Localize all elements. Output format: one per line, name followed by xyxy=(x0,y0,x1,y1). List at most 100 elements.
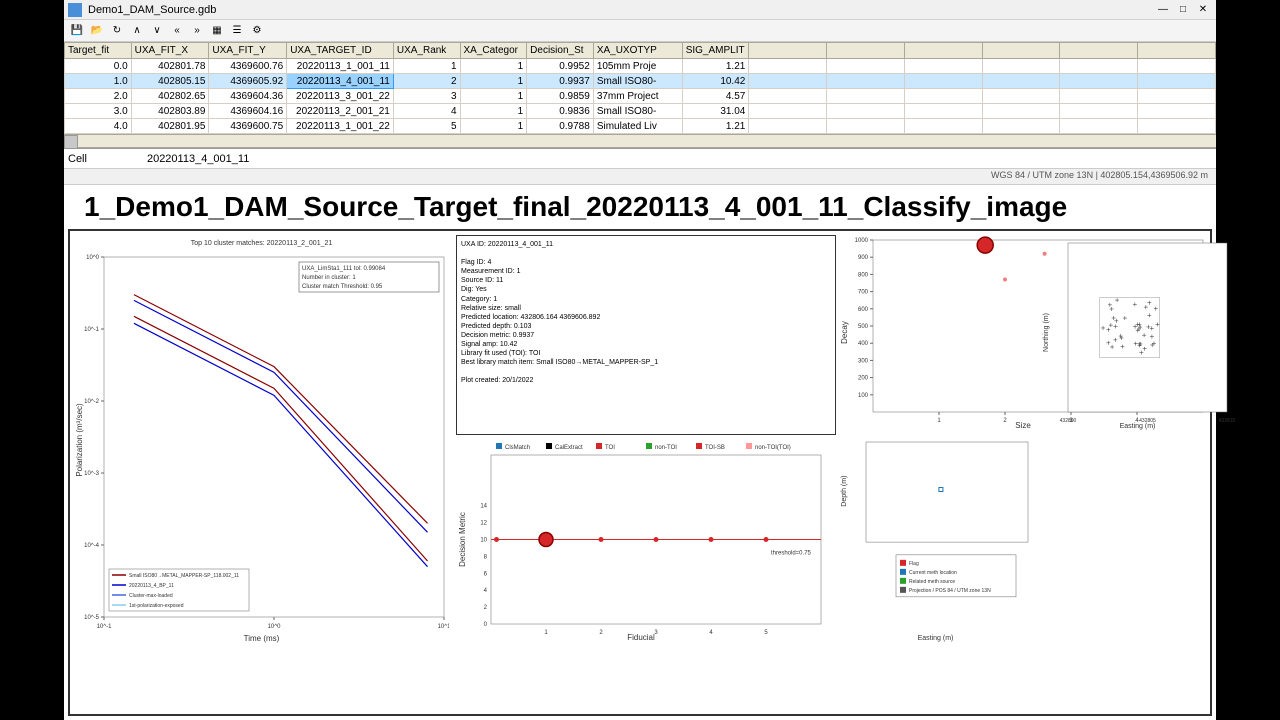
tb-down-icon[interactable]: ∨ xyxy=(148,22,166,40)
svg-text:5: 5 xyxy=(764,630,768,636)
svg-text:2: 2 xyxy=(599,630,603,636)
table-row[interactable]: 0.0402801.784369600.7620220113_1_001_111… xyxy=(65,59,1216,74)
svg-text:non-TOI(TOI): non-TOI(TOI) xyxy=(755,445,791,451)
col-header[interactable]: Target_fit xyxy=(65,43,132,59)
svg-text:432810: 432810 xyxy=(1219,418,1235,424)
depth-chart: FlagCurrent meth locationRelated meth so… xyxy=(838,437,1038,647)
col-header[interactable]: UXA_FIT_X xyxy=(131,43,209,59)
svg-text:Small ISO80→METAL_MAPPER-SP_11: Small ISO80→METAL_MAPPER-SP_118.002_11 xyxy=(129,573,239,579)
data-table[interactable]: Target_fitUXA_FIT_XUXA_FIT_YUXA_TARGET_I… xyxy=(64,42,1216,134)
cell-value: 20220113_4_001_11 xyxy=(147,153,249,165)
coord-status: WGS 84 / UTM zone 13N | 402805.154,43695… xyxy=(991,170,1208,180)
svg-text:4: 4 xyxy=(484,588,488,594)
svg-text:Related meth source: Related meth source xyxy=(909,579,955,585)
metric-chart: ClsMatchCalExtractTOInon-TOITOI-SBnon-TO… xyxy=(456,437,836,647)
col-header[interactable]: UXA_Rank xyxy=(393,43,460,59)
svg-text:Top 10 cluster matches: 20220: Top 10 cluster matches: 20220113_2_001_2… xyxy=(191,240,333,247)
tb-grid-icon[interactable]: ▦ xyxy=(208,22,226,40)
cell-label: Cell xyxy=(68,153,87,165)
svg-text:Number in cluster: 1: Number in cluster: 1 xyxy=(302,275,356,281)
window-title: Demo1_DAM_Source.gdb xyxy=(88,4,1154,16)
svg-text:Fiducial: Fiducial xyxy=(627,633,655,642)
app-icon xyxy=(68,3,82,17)
svg-text:14: 14 xyxy=(480,504,487,510)
col-header[interactable]: UXA_TARGET_ID xyxy=(287,43,394,59)
tb-list-icon[interactable]: ☰ xyxy=(228,22,246,40)
data-table-area: Target_fitUXA_FIT_XUXA_FIT_YUXA_TARGET_I… xyxy=(64,42,1216,149)
toolbar: 💾 📂 ↻ ∧ ∨ « » ▦ ☰ ⚙ xyxy=(64,20,1216,42)
svg-text:1000: 1000 xyxy=(855,238,869,244)
cell-bar: Cell 20220113_4_001_11 xyxy=(64,149,1216,169)
svg-text:UXA_LimSta1_111 tol: 0.99084: UXA_LimSta1_111 tol: 0.99084 xyxy=(302,266,386,272)
titlebar: Demo1_DAM_Source.gdb — □ ✕ xyxy=(64,0,1216,20)
svg-text:Projection / POS 84 / UTM zone: Projection / POS 84 / UTM zone 13N xyxy=(909,588,991,594)
info-panel: UXA ID: 20220113_4_001_11 Flag ID: 4Meas… xyxy=(456,235,836,435)
svg-text:432800: 432800 xyxy=(1060,418,1077,424)
decay-chart: 10020030040050060070080090010001234SizeD… xyxy=(838,235,1038,435)
h-scrollbar[interactable] xyxy=(64,134,1216,148)
svg-text:10^-3: 10^-3 xyxy=(84,471,99,477)
svg-text:800: 800 xyxy=(858,272,869,278)
polarization-chart: Top 10 cluster matches: 20220113_2_001_2… xyxy=(74,235,454,647)
svg-text:10^-1: 10^-1 xyxy=(84,327,99,333)
tb-save-icon[interactable]: 💾 xyxy=(68,22,86,40)
svg-text:900: 900 xyxy=(858,255,869,261)
tb-load-icon[interactable]: 📂 xyxy=(88,22,106,40)
scroll-thumb[interactable] xyxy=(64,135,78,149)
svg-text:10^-2: 10^-2 xyxy=(84,399,99,405)
table-row[interactable]: 2.0402802.654369604.3620220113_3_001_223… xyxy=(65,89,1216,104)
svg-text:Current meth location: Current meth location xyxy=(909,570,957,576)
svg-text:3: 3 xyxy=(654,630,658,636)
table-row[interactable]: 3.0402803.894369604.1620220113_2_001_214… xyxy=(65,104,1216,119)
svg-text:Time (ms): Time (ms) xyxy=(244,634,280,643)
svg-text:600: 600 xyxy=(858,307,869,313)
svg-text:10^-5: 10^-5 xyxy=(84,615,99,621)
svg-text:Decision Metric: Decision Metric xyxy=(458,512,467,567)
close-button[interactable]: ✕ xyxy=(1194,2,1212,18)
table-row[interactable]: 1.0402805.154369605.9220220113_4_001_112… xyxy=(65,74,1216,89)
image-title: 1_Demo1_DAM_Source_Target_final_20220113… xyxy=(64,185,1216,229)
col-header[interactable]: SIG_AMPLIT xyxy=(682,43,749,59)
col-header[interactable]: UXA_FIT_Y xyxy=(209,43,287,59)
tb-refresh-icon[interactable]: ↻ xyxy=(108,22,126,40)
svg-text:10^0: 10^0 xyxy=(86,255,99,261)
svg-text:Decay: Decay xyxy=(840,321,849,344)
col-header[interactable]: XA_Categor xyxy=(460,43,527,59)
svg-text:6: 6 xyxy=(484,571,488,577)
plot-grid: 10020030040050060070080090010001234SizeD… xyxy=(68,229,1212,716)
svg-text:200: 200 xyxy=(858,376,869,382)
tb-up-icon[interactable]: ∧ xyxy=(128,22,146,40)
svg-text:1: 1 xyxy=(937,418,941,424)
svg-text:Size: Size xyxy=(1015,421,1031,430)
svg-text:700: 700 xyxy=(858,290,869,296)
tb-tool-icon[interactable]: ⚙ xyxy=(248,22,266,40)
col-header[interactable]: XA_UXOTYP xyxy=(593,43,682,59)
svg-text:non-TOI: non-TOI xyxy=(655,445,677,451)
svg-text:100: 100 xyxy=(858,393,869,399)
svg-text:500: 500 xyxy=(858,324,869,330)
svg-text:300: 300 xyxy=(858,358,869,364)
svg-text:TOI: TOI xyxy=(605,445,615,451)
svg-text:Easting (m): Easting (m) xyxy=(918,635,954,642)
svg-text:20220113_4_BP_11: 20220113_4_BP_11 xyxy=(129,583,174,589)
svg-text:threshold=0.75: threshold=0.75 xyxy=(771,551,812,557)
svg-text:Cluster match Threshold: 0.95: Cluster match Threshold: 0.95 xyxy=(302,284,383,290)
map-chart: 432800432805432810Easting (m)Northing (m… xyxy=(1040,235,1220,435)
svg-text:8: 8 xyxy=(484,554,488,560)
svg-text:Depth (m): Depth (m) xyxy=(841,476,848,507)
svg-text:1st-polarization-exposed: 1st-polarization-exposed xyxy=(129,603,184,609)
minimize-button[interactable]: — xyxy=(1154,2,1172,18)
svg-text:10^1: 10^1 xyxy=(438,624,449,630)
svg-text:Easting (m): Easting (m) xyxy=(1120,423,1156,430)
table-row[interactable]: 4.0402801.954369600.7520220113_1_001_225… xyxy=(65,119,1216,134)
svg-text:12: 12 xyxy=(480,521,487,527)
maximize-button[interactable]: □ xyxy=(1174,2,1192,18)
svg-text:10^-4: 10^-4 xyxy=(84,543,99,549)
svg-text:0: 0 xyxy=(484,622,488,628)
col-header[interactable]: Decision_St xyxy=(527,43,594,59)
svg-text:1: 1 xyxy=(544,630,548,636)
svg-text:10: 10 xyxy=(480,538,487,544)
tb-prev-icon[interactable]: « xyxy=(168,22,186,40)
svg-text:Cluster-max-loaded: Cluster-max-loaded xyxy=(129,593,173,599)
tb-next-icon[interactable]: » xyxy=(188,22,206,40)
